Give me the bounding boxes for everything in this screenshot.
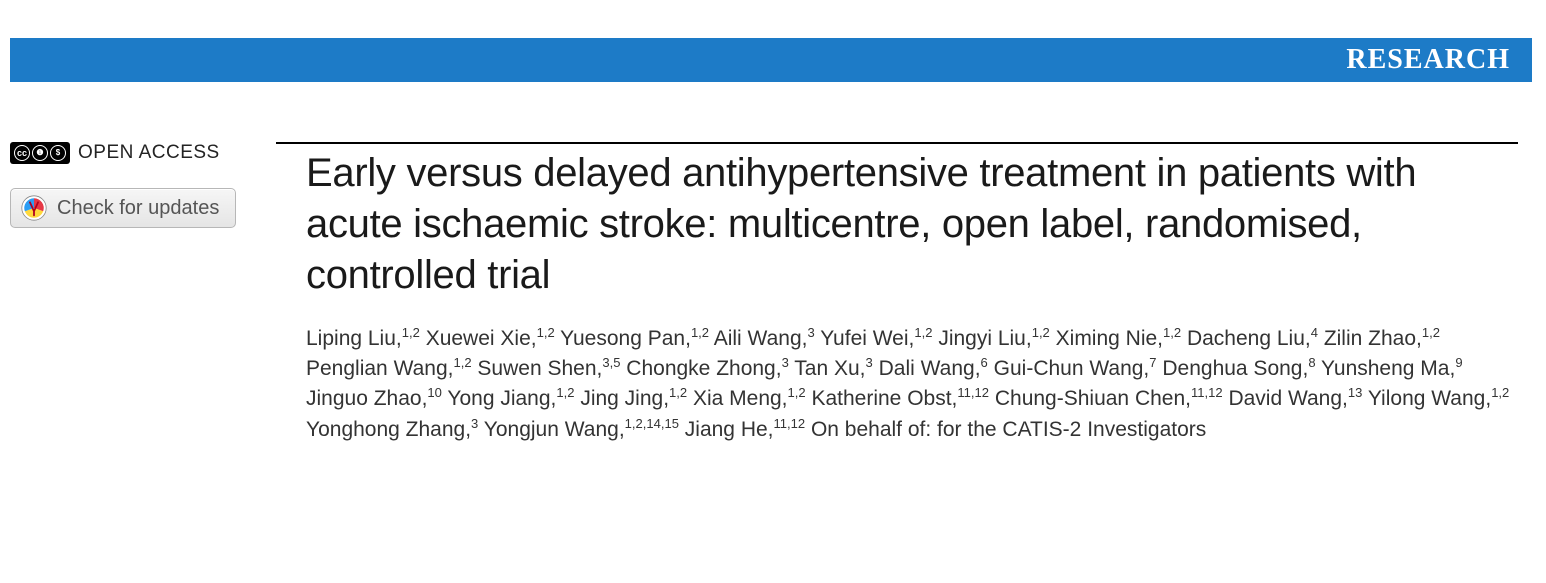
sidebar: cc ❶ $ OPEN ACCESS Check for updates (10, 142, 276, 445)
author-affiliation: 1,2 (453, 355, 471, 370)
check-updates-label: Check for updates (57, 197, 219, 220)
author-affiliation: 11,12 (774, 416, 806, 431)
author: David Wang,13 (1228, 387, 1362, 410)
author: Yilong Wang,1,2 (1368, 387, 1509, 410)
author: Yunsheng Ma,9 (1321, 357, 1463, 380)
open-access-badge: cc ❶ $ OPEN ACCESS (10, 142, 276, 164)
author: Suwen Shen,3,5 (477, 357, 620, 380)
author-affiliation: 1,2 (691, 325, 709, 340)
author: Zilin Zhao,1,2 (1324, 327, 1440, 350)
author: Dacheng Liu,4 (1187, 327, 1318, 350)
author: Aili Wang,3 (714, 327, 815, 350)
author-affiliation: 1,2 (914, 325, 932, 340)
open-access-label: OPEN ACCESS (78, 142, 220, 164)
author-affiliation: 3 (807, 325, 814, 340)
author-list: Liping Liu,1,2 Xuewei Xie,1,2 Yuesong Pa… (306, 324, 1518, 446)
author: Yufei Wei,1,2 (820, 327, 932, 350)
check-updates-button[interactable]: Check for updates (10, 188, 236, 228)
author-affiliation: 9 (1455, 355, 1462, 370)
author-affiliation: 3,5 (602, 355, 620, 370)
author-affiliation: 6 (981, 355, 988, 370)
author-affiliation: 1,2,14,15 (625, 416, 679, 431)
author-affiliation: 1,2 (1032, 325, 1050, 340)
author-affiliation: 3 (782, 355, 789, 370)
author: Xia Meng,1,2 (693, 387, 806, 410)
author-affiliation: 4 (1311, 325, 1318, 340)
cc-license-icon: cc ❶ $ (10, 142, 70, 164)
author: Jing Jing,1,2 (580, 387, 687, 410)
author: Tan Xu,3 (794, 357, 872, 380)
author: Ximing Nie,1,2 (1056, 327, 1181, 350)
author: Xuewei Xie,1,2 (426, 327, 555, 350)
author: Yuesong Pan,1,2 (560, 327, 709, 350)
author-affiliation: 1,2 (669, 385, 687, 400)
author-affiliation: 13 (1348, 385, 1362, 400)
author-affiliation: 1,2 (1163, 325, 1181, 340)
author: Yongjun Wang,1,2,14,15 (484, 418, 679, 441)
author-affiliation: 1,2 (1422, 325, 1440, 340)
section-banner: RESEARCH (10, 38, 1532, 82)
author: Yong Jiang,1,2 (447, 387, 574, 410)
author: Penglian Wang,1,2 (306, 357, 472, 380)
content-area: cc ❶ $ OPEN ACCESS Check for updates Ear… (0, 142, 1546, 445)
author: Chongke Zhong,3 (626, 357, 789, 380)
author-affiliation: 7 (1149, 355, 1156, 370)
crossmark-icon (21, 195, 47, 221)
author: Jiang He,11,12 (685, 418, 805, 441)
on-behalf-of: On behalf of: for the CATIS-2 Investigat… (811, 418, 1206, 441)
author: Chung-Shiuan Chen,11,12 (995, 387, 1223, 410)
author: Jinguo Zhao,10 (306, 387, 442, 410)
author: Jingyi Liu,1,2 (938, 327, 1049, 350)
author: Liping Liu,1,2 (306, 327, 420, 350)
author-affiliation: 11,12 (957, 385, 989, 400)
author-affiliation: 3 (866, 355, 873, 370)
author-affiliation: 1,2 (556, 385, 574, 400)
author-affiliation: 1,2 (1491, 385, 1509, 400)
author: Katherine Obst,11,12 (811, 387, 989, 410)
article-title: Early versus delayed antihypertensive tr… (306, 148, 1518, 302)
author-affiliation: 10 (427, 385, 441, 400)
author: Gui-Chun Wang,7 (994, 357, 1157, 380)
author: Yonghong Zhang,3 (306, 418, 478, 441)
article-main: Early versus delayed antihypertensive tr… (276, 142, 1518, 445)
author-affiliation: 3 (471, 416, 478, 431)
author: Dali Wang,6 (879, 357, 988, 380)
author-affiliation: 1,2 (788, 385, 806, 400)
author-affiliation: 1,2 (537, 325, 555, 340)
author-affiliation: 11,12 (1191, 385, 1223, 400)
author-affiliation: 1,2 (402, 325, 420, 340)
author: Denghua Song,8 (1162, 357, 1315, 380)
author-affiliation: 8 (1308, 355, 1315, 370)
banner-label: RESEARCH (1346, 44, 1510, 76)
